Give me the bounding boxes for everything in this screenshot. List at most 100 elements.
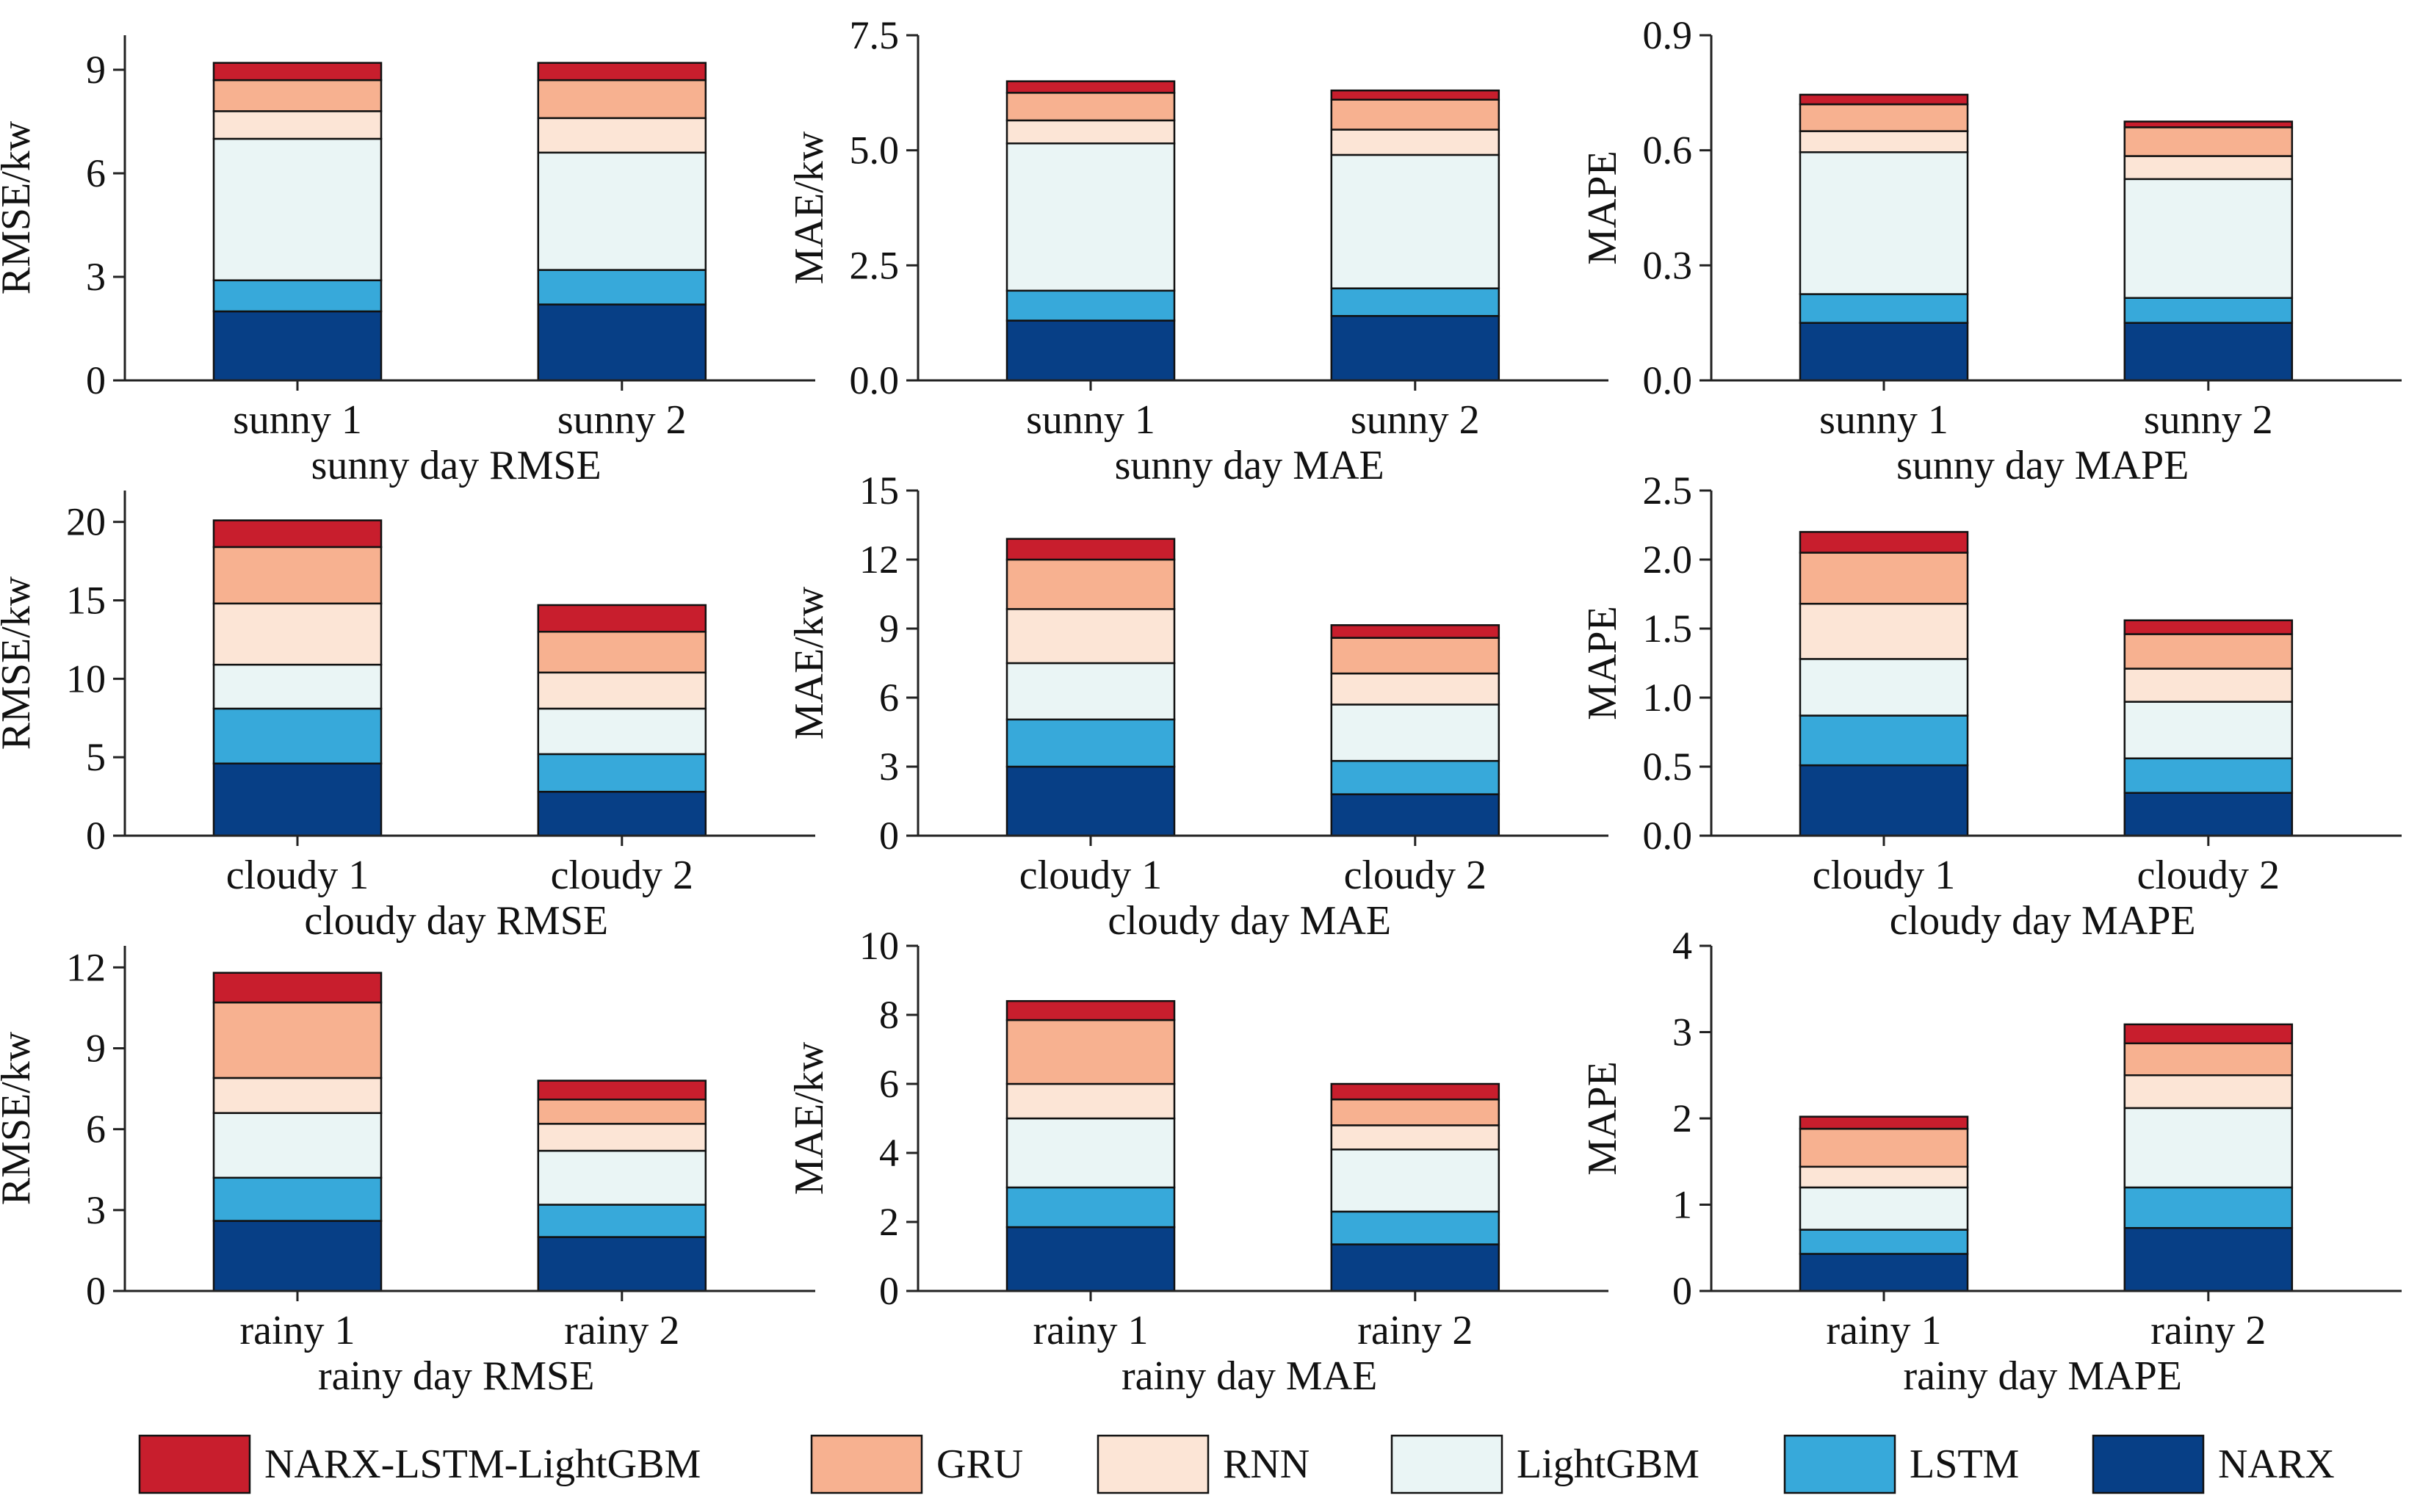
panel-title: rainy day MAPE: [1903, 1353, 2182, 1399]
y-tick-label: 3: [1672, 1010, 1692, 1055]
legend-swatch: [1783, 1434, 1896, 1494]
bar-gru-cloudy-1: [1799, 551, 1969, 605]
bar-narx-sunny-1: [1799, 322, 1969, 382]
y-tick-label: 10: [859, 924, 899, 968]
bar-gru-sunny-2: [537, 79, 707, 120]
bar-narx-rainy-1: [1005, 1226, 1176, 1292]
y-tick-label: 20: [66, 500, 106, 544]
bar-gru-sunny-1: [1799, 103, 1969, 132]
y-tick-label: 0: [86, 1269, 106, 1313]
y-axis-label: RMSE/kw: [0, 576, 39, 750]
y-tick-label: 12: [859, 538, 899, 582]
bar-gru-rainy-1: [1799, 1127, 1969, 1168]
panel-title: sunny day MAPE: [1896, 443, 2189, 488]
bar-rnn-cloudy-1: [1005, 608, 1176, 665]
panel-sunny-day-mae: 0.0 2.5 5.0 7.5 sunny 1 sunny 2 MAE/kw sunny da…: [787, 13, 1608, 488]
x-tick-label: sunny 1: [1819, 397, 1948, 443]
y-tick-label: 6: [879, 1062, 899, 1106]
legend-swatch: [2092, 1434, 2205, 1494]
panel-title: sunny day MAE: [1115, 443, 1384, 488]
bar-lstm-sunny-2: [2123, 297, 2294, 324]
bar-rnn-rainy-1: [1799, 1165, 1969, 1189]
bar-lightgbm-rainy-2: [2123, 1107, 2294, 1189]
y-tick-label: 0: [879, 814, 899, 858]
legend-label: LSTM: [1910, 1442, 2019, 1487]
y-axis-label: MAPE: [1580, 151, 1625, 265]
y-axis-label: MAE/kw: [787, 131, 832, 284]
bar-gru-sunny-2: [2123, 126, 2294, 157]
y-tick-label: 2.5: [850, 243, 900, 287]
bar-lightgbm-cloudy-2: [1330, 703, 1500, 762]
bar-narx-lstm-lightgbm-cloudy-1: [1799, 531, 1969, 554]
bar-gru-sunny-2: [1330, 98, 1500, 131]
panel-cloudy-day-mae: 0 3 6 9 12 15 cloudy 1 cloudy 2 MAE/kw cloudy day…: [787, 469, 1608, 944]
y-tick-label: 5: [86, 735, 106, 779]
bar-lstm-sunny-1: [1005, 289, 1176, 322]
bar-lstm-rainy-1: [212, 1176, 383, 1222]
y-tick-label: 2: [879, 1200, 899, 1244]
x-tick-label: rainy 1: [1033, 1308, 1148, 1353]
bar-gru-sunny-1: [1005, 92, 1176, 122]
bar-rnn-sunny-2: [2123, 155, 2294, 181]
legend-swatch: [138, 1434, 251, 1494]
y-tick-label: 1.5: [1643, 607, 1693, 651]
bar-narx-rainy-1: [1799, 1253, 1969, 1292]
bar-narx-rainy-2: [2123, 1226, 2294, 1292]
y-tick-label: 7.5: [850, 13, 900, 57]
x-tick-label: cloudy 1: [226, 853, 369, 898]
y-tick-label: 0: [86, 814, 106, 858]
bar-narx-lstm-lightgbm-rainy-2: [1330, 1082, 1500, 1101]
panel-title: rainy day RMSE: [318, 1353, 594, 1399]
y-tick-label: 4: [879, 1131, 899, 1175]
bar-lightgbm-sunny-2: [537, 151, 707, 271]
y-tick-label: 3: [879, 745, 899, 789]
x-tick-label: rainy 2: [564, 1308, 679, 1353]
bar-narx-cloudy-2: [2123, 792, 2294, 837]
x-tick-label: rainy 2: [2150, 1308, 2266, 1353]
bar-narx-lstm-lightgbm-sunny-2: [1330, 89, 1500, 101]
y-tick-label: 2.5: [1643, 469, 1693, 513]
panel-rainy-day-mape: 0 1 2 3 4 rainy 1 rainy 2 MAPE rainy day MAPE: [1580, 924, 2402, 1399]
x-tick-label: sunny 2: [557, 397, 687, 443]
y-tick-label: 0.6: [1643, 129, 1693, 173]
bar-narx-cloudy-1: [212, 762, 383, 837]
bar-lightgbm-rainy-2: [537, 1149, 707, 1206]
bar-rnn-cloudy-1: [1799, 602, 1969, 660]
bar-lightgbm-cloudy-2: [2123, 701, 2294, 759]
x-tick-label: cloudy 2: [2137, 853, 2280, 898]
legend-item-narx-lstm-lightgbm: NARX-LSTM-LightGBM: [138, 1434, 701, 1494]
bar-lightgbm-rainy-1: [212, 1112, 383, 1179]
x-tick-label: sunny 1: [1026, 397, 1155, 443]
panel-title: cloudy day MAPE: [1890, 898, 2196, 944]
y-tick-label: 6: [86, 1107, 106, 1151]
bar-narx-rainy-2: [1330, 1243, 1500, 1292]
y-tick-label: 6: [879, 676, 899, 720]
panel-title: rainy day MAE: [1121, 1353, 1377, 1399]
bar-lstm-sunny-1: [1799, 293, 1969, 324]
legend-swatch: [810, 1434, 923, 1494]
y-axis-label: MAPE: [1580, 606, 1625, 720]
y-tick-label: 0.3: [1643, 243, 1693, 287]
bar-rnn-cloudy-2: [2123, 668, 2294, 703]
y-tick-label: 9: [879, 607, 899, 651]
bar-lightgbm-sunny-2: [2123, 178, 2294, 299]
bar-lstm-cloudy-2: [2123, 757, 2294, 794]
x-tick-label: rainy 1: [1826, 1308, 1941, 1353]
y-axis-label: RMSE/kw: [0, 120, 39, 294]
bar-narx-lstm-lightgbm-sunny-1: [212, 62, 383, 82]
bar-gru-rainy-1: [212, 1001, 383, 1079]
bar-gru-cloudy-1: [212, 546, 383, 605]
bar-narx-lstm-lightgbm-cloudy-1: [1005, 538, 1176, 561]
bar-lstm-cloudy-1: [1799, 715, 1969, 767]
y-tick-label: 0: [1672, 1269, 1692, 1313]
panel-sunny-day-rmse: 0 3 6 9 sunny 1 sunny 2 RMSE/kw sunny day RMSE: [0, 35, 815, 488]
bar-narx-cloudy-1: [1005, 765, 1176, 837]
bar-lstm-cloudy-1: [1005, 718, 1176, 768]
bar-rnn-cloudy-1: [212, 602, 383, 666]
y-tick-label: 15: [66, 579, 106, 623]
bar-gru-rainy-1: [1005, 1019, 1176, 1085]
legend-label: RNN: [1223, 1442, 1310, 1487]
bar-narx-sunny-2: [1330, 315, 1500, 382]
bar-gru-rainy-2: [537, 1099, 707, 1125]
